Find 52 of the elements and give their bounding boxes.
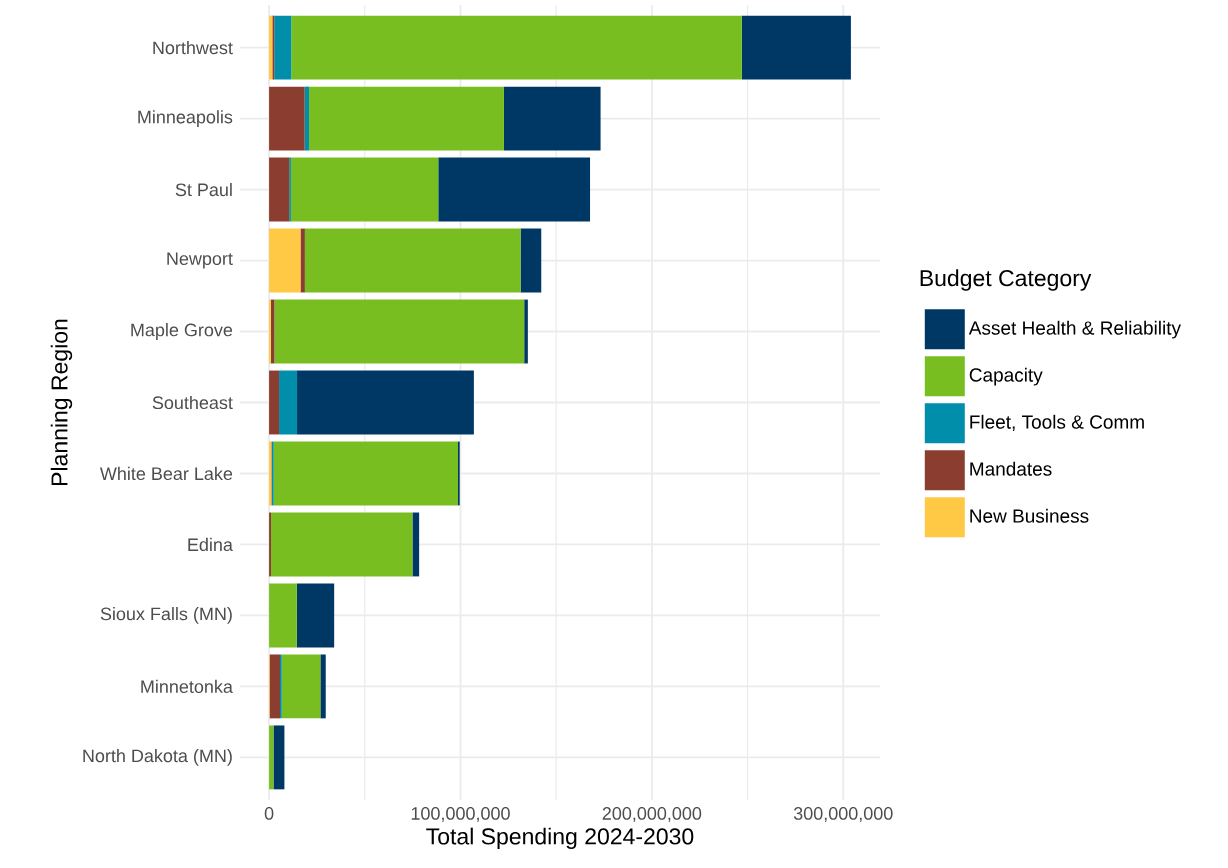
x-tick-label: 0: [264, 807, 274, 820]
y-tick-label: Sioux Falls (MN): [100, 607, 232, 624]
bar: [296, 583, 335, 648]
bar: [274, 299, 525, 364]
legend-label: Mandates: [970, 461, 1052, 476]
y-tick-label: North Dakota (MN): [83, 749, 232, 766]
bar: [269, 654, 280, 719]
bar: [520, 228, 542, 293]
bar: [297, 370, 474, 435]
y-tick-label: Northwest: [153, 40, 233, 55]
y-axis-title: Planning Region: [50, 319, 73, 486]
x-axis-title: Total Spending 2024-2030: [426, 827, 694, 850]
bar: [524, 299, 528, 364]
bar: [438, 157, 591, 222]
bar: [304, 228, 521, 293]
bar: [290, 157, 439, 222]
y-tick-label: Southeast: [152, 395, 233, 410]
legend-label: Fleet, Tools & Comm: [970, 414, 1144, 431]
bar: [279, 370, 298, 435]
x-tick-label: 100,000,000: [411, 807, 510, 822]
bar: [269, 86, 305, 151]
legend-title: Budget Category: [920, 269, 1092, 291]
bar: [300, 228, 305, 293]
bar: [271, 512, 413, 577]
bar: [291, 15, 742, 80]
bar: [269, 370, 280, 435]
bar: [503, 86, 601, 151]
bar: [412, 512, 420, 577]
bar: [273, 441, 458, 506]
x-tick-label: 300,000,000: [793, 807, 893, 822]
bar: [269, 725, 274, 790]
bar: [269, 228, 301, 293]
bar: [309, 86, 504, 151]
y-tick-label: Minneapolis: [138, 110, 233, 127]
bar: [269, 583, 297, 648]
legend-label: Capacity: [969, 367, 1043, 386]
bar: [320, 654, 326, 719]
y-tick-label: St Paul: [175, 182, 232, 197]
y-tick-label: White Bear Lake: [99, 466, 233, 481]
legend-label: New Business: [970, 508, 1089, 523]
y-tick-label: Minnetonka: [141, 679, 233, 694]
legend-label: Asset Health & Reliability: [968, 320, 1181, 339]
bar: [269, 157, 290, 222]
bar: [274, 15, 292, 80]
x-tick-label: 200,000,000: [602, 807, 702, 822]
y-tick-label: Maple Grove: [131, 323, 233, 340]
bar: [281, 654, 321, 719]
y-tick-label: Newport: [167, 252, 233, 269]
y-tick-label: Edina: [188, 537, 233, 552]
bar: [273, 725, 285, 790]
bar: [304, 86, 310, 151]
bar: [741, 15, 851, 80]
